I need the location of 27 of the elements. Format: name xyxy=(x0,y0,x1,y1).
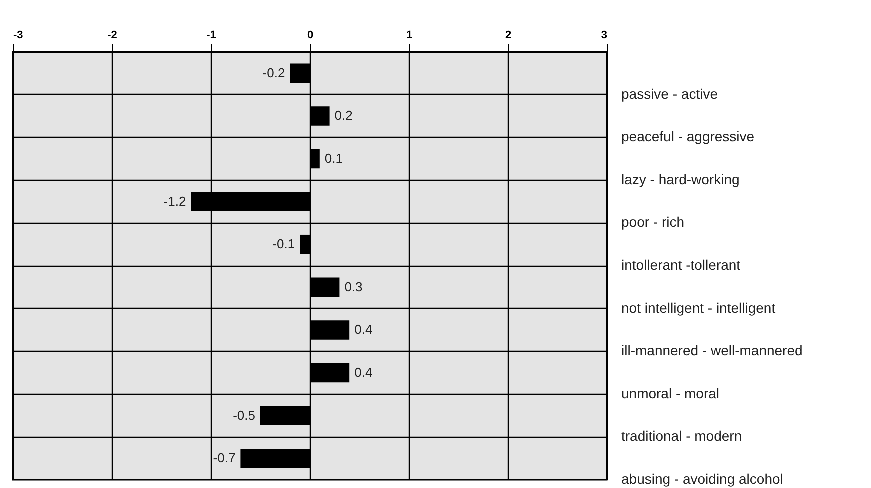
y-tick-label: lazy - hard-working xyxy=(622,171,740,188)
data-label: -0.2 xyxy=(262,65,286,80)
y-tick-label: unmoral - moral xyxy=(622,385,720,402)
data-label: -1.2 xyxy=(164,194,186,209)
y-tick-label: traditional - modern xyxy=(622,428,742,444)
data-label: -0.5 xyxy=(233,408,256,423)
y-tick-label: ill-mannered - well-mannered xyxy=(622,342,803,359)
data-label: 0.2 xyxy=(334,108,353,124)
y-tick-label: intollerant -tollerant xyxy=(622,257,741,273)
x-tick-label: 0 xyxy=(307,30,314,42)
x-tick-label: 2 xyxy=(505,30,512,42)
y-tick-label: abusing - avoiding alcohol xyxy=(622,471,784,487)
data-label: -0.1 xyxy=(272,236,296,252)
data-label: 0.4 xyxy=(354,322,373,338)
y-tick-label: peaceful - aggressive xyxy=(622,128,755,145)
data-label: 0.4 xyxy=(354,365,373,380)
data-label: 0.3 xyxy=(344,279,363,294)
x-tick-label: -1 xyxy=(206,30,216,42)
x-tick-label: -2 xyxy=(108,30,118,42)
y-tick-label: not intelligent - intelligent xyxy=(622,300,776,316)
x-tick-label: 3 xyxy=(601,30,608,42)
y-tick-label: passive - active xyxy=(622,86,718,102)
data-label: -0.7 xyxy=(213,450,236,466)
y-tick-label: poor - rich xyxy=(622,214,685,230)
x-tick-label: -3 xyxy=(14,30,24,42)
x-tick-label: 1 xyxy=(406,30,413,42)
data-label: 0.1 xyxy=(324,151,343,166)
